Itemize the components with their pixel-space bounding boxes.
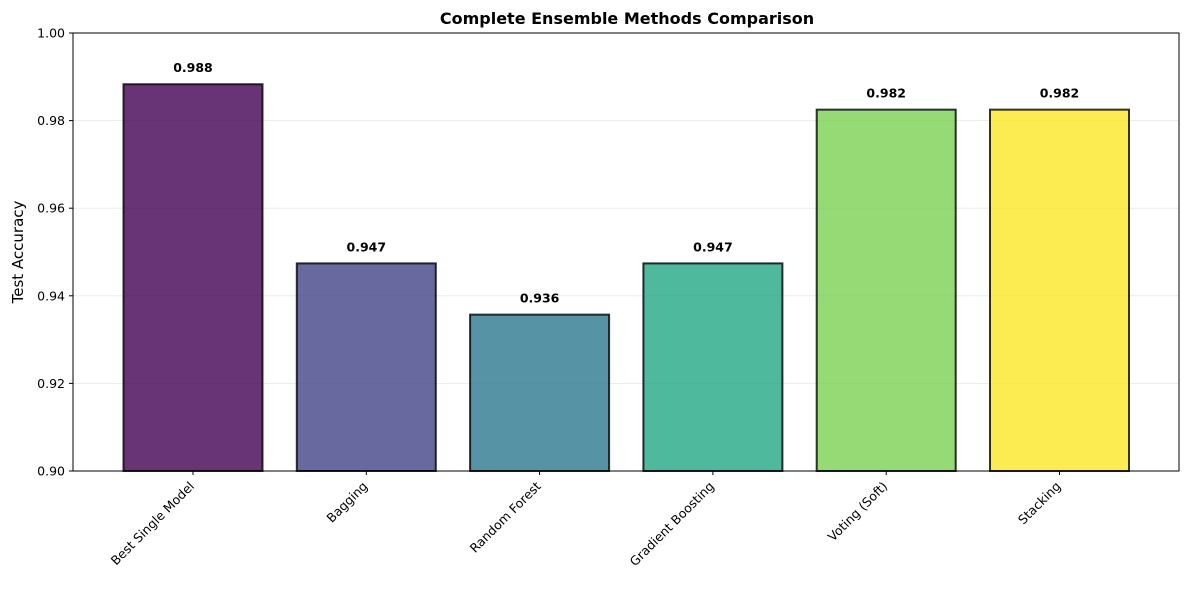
data-labels: 0.988 0.947 0.936 0.947 0.982 0.982	[173, 60, 1079, 305]
y-tick-label: 0.92	[37, 376, 65, 391]
y-tick-label: 0.96	[37, 201, 65, 216]
data-label: 0.988	[173, 60, 213, 75]
bars	[122, 83, 1130, 473]
data-label: 0.936	[520, 291, 560, 306]
data-label: 0.982	[1040, 86, 1080, 101]
y-tick-label: 0.98	[37, 113, 65, 128]
bar	[295, 262, 437, 472]
bar	[122, 83, 264, 472]
data-label: 0.982	[866, 86, 906, 101]
bar	[815, 108, 957, 473]
data-label: 0.947	[347, 239, 387, 254]
y-axis-ticks: 0.90 0.92 0.94 0.96 0.98 1.00	[37, 26, 73, 479]
y-axis-label: Test Accuracy	[9, 200, 27, 304]
chart-title: Complete Ensemble Methods Comparison	[440, 9, 814, 28]
bar	[989, 108, 1130, 473]
y-tick-label: 1.00	[37, 26, 65, 41]
data-label: 0.947	[693, 239, 733, 254]
y-tick-label: 0.94	[37, 288, 65, 303]
plot-frame	[72, 32, 1180, 472]
bar	[469, 313, 611, 472]
y-tick-label: 0.90	[37, 464, 65, 479]
bar	[642, 262, 784, 472]
